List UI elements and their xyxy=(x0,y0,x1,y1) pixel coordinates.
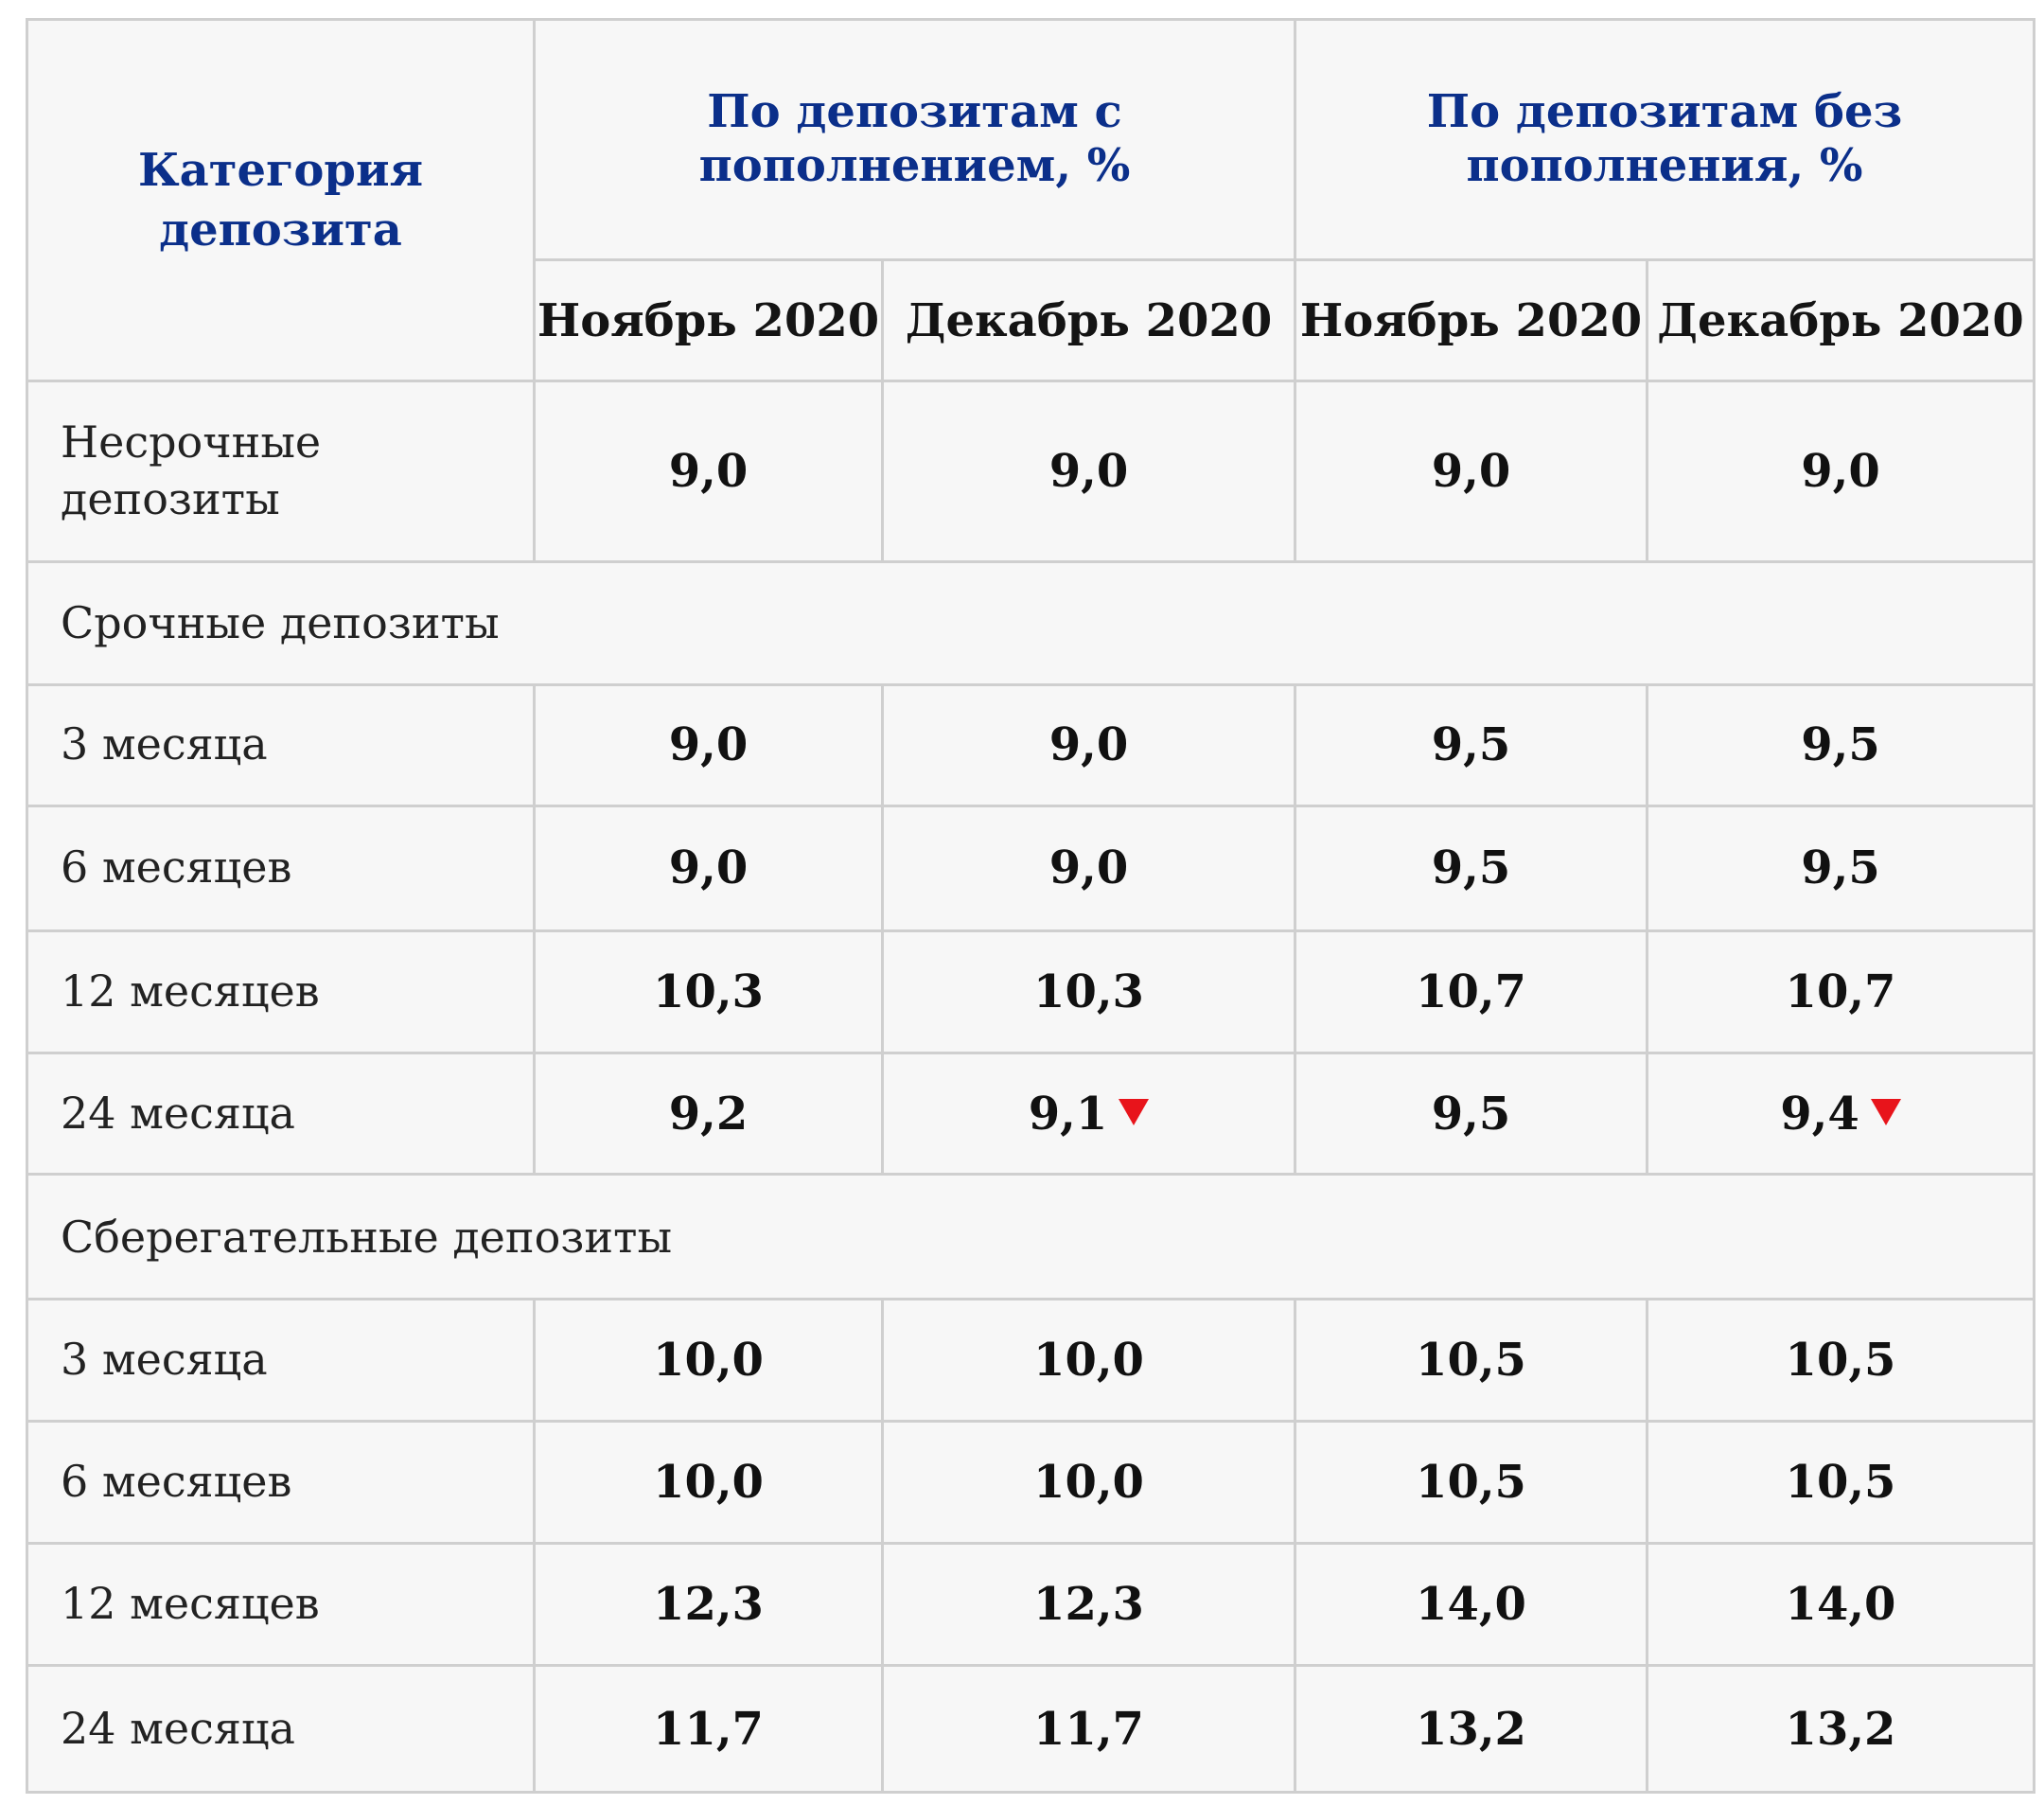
table-row: 12 месяцев 10,3 10,3 10,7 10,7 xyxy=(26,929,2035,1055)
rate-value: 11,7 xyxy=(533,1664,884,1794)
row-label: Несрочные депозиты xyxy=(26,380,536,564)
rate-value: 9,0 xyxy=(1294,380,1648,564)
rate-value: 9,0 xyxy=(881,380,1296,564)
month-header: Декабрь 2020 xyxy=(1646,257,2035,383)
table-row: 3 месяца 10,0 10,0 10,5 10,5 xyxy=(26,1297,2035,1424)
category-header-label: Категория депозита xyxy=(137,144,424,257)
row-label: 24 месяца xyxy=(26,1664,536,1794)
rate-value: 9,0 xyxy=(1646,380,2035,564)
row-label: 12 месяцев xyxy=(26,1541,536,1668)
month-header: Декабрь 2020 xyxy=(881,257,1296,383)
rate-value-text: 9,2 xyxy=(668,1087,749,1141)
section-label-savings: Сберегательные депозиты xyxy=(26,1173,2035,1301)
row-label: 3 месяца xyxy=(26,1297,536,1424)
table-row: 6 месяцев 9,0 9,0 9,5 9,5 xyxy=(26,805,2035,932)
rate-value: 9,5 xyxy=(1294,1051,1648,1177)
category-header: Категория депозита xyxy=(26,17,536,383)
rate-value: 10,5 xyxy=(1646,1420,2035,1545)
table-row: 12 месяцев 12,3 12,3 14,0 14,0 xyxy=(26,1541,2035,1668)
decrease-arrow-icon xyxy=(1119,1098,1150,1125)
table-row: 24 месяца 11,7 11,7 13,2 13,2 xyxy=(26,1664,2035,1794)
rate-value: 9,1 xyxy=(881,1051,1296,1177)
table-row: 3 месяца 9,0 9,0 9,5 9,5 xyxy=(26,682,2035,808)
table-row: Несрочные депозиты 9,0 9,0 9,0 9,0 xyxy=(26,380,2035,564)
rate-value: 9,0 xyxy=(881,805,1296,932)
rate-value: 10,0 xyxy=(881,1297,1296,1424)
rate-value: 13,2 xyxy=(1294,1664,1648,1794)
rate-value: 9,5 xyxy=(1646,805,2035,932)
rate-value: 9,5 xyxy=(1294,805,1648,932)
rate-value: 13,2 xyxy=(1646,1664,2035,1794)
header-row-months: Ноябрь 2020 Декабрь 2020 Ноябрь 2020 Дек… xyxy=(27,257,2035,383)
rate-value: 9,0 xyxy=(881,682,1296,808)
rate-value-text: 9,1 xyxy=(1028,1087,1108,1141)
rate-value: 10,0 xyxy=(533,1297,884,1424)
rate-value: 10,3 xyxy=(881,929,1296,1055)
row-label: 6 месяцев xyxy=(26,805,536,932)
deposit-rates-table: Категория депозита По депозитам с пополн… xyxy=(26,17,2035,1794)
rate-value: 9,2 xyxy=(533,1051,884,1177)
rate-value: 11,7 xyxy=(881,1664,1296,1794)
month-header: Ноябрь 2020 xyxy=(1294,257,1648,383)
with-topup-header-label: По депозитам с пополнением, % xyxy=(698,84,1131,193)
rate-value: 9,0 xyxy=(533,805,884,932)
rate-value-text: 9,4 xyxy=(1780,1087,1859,1141)
section-row: Сберегательные депозиты xyxy=(26,1173,2035,1301)
rate-value: 10,0 xyxy=(533,1420,884,1545)
rate-value: 9,0 xyxy=(533,682,884,808)
table-row: 6 месяцев 10,0 10,0 10,5 10,5 xyxy=(26,1420,2035,1545)
rate-value: 9,0 xyxy=(533,380,884,564)
rate-value: 14,0 xyxy=(1646,1541,2035,1668)
row-label: 6 месяцев xyxy=(26,1420,536,1545)
row-label: 3 месяца xyxy=(26,682,536,808)
decrease-arrow-icon xyxy=(1870,1098,1901,1125)
header-row-groups: Категория депозита По депозитам с пополн… xyxy=(26,17,2035,383)
without-topup-header-label: По депозитам без пополнения, % xyxy=(1426,84,1903,193)
rate-value: 12,3 xyxy=(881,1541,1296,1668)
rate-value: 10,5 xyxy=(1294,1420,1648,1545)
without-topup-header: По депозитам без пополнения, % xyxy=(1294,18,2035,261)
table-row: 24 месяца 9,2 9,1 9,5 9,4 xyxy=(26,1051,2035,1177)
rate-value: 10,5 xyxy=(1646,1297,2035,1424)
rate-value: 10,7 xyxy=(1646,929,2035,1055)
row-label: 12 месяцев xyxy=(26,929,536,1055)
month-header: Ноябрь 2020 xyxy=(533,257,884,383)
rate-value: 9,5 xyxy=(1294,682,1648,808)
section-label-term: Срочные депозиты xyxy=(26,560,2035,686)
rate-value-text: 9,5 xyxy=(1431,1087,1511,1141)
row-label: 24 месяца xyxy=(26,1051,536,1177)
section-row: Срочные депозиты xyxy=(26,560,2035,686)
rate-value: 12,3 xyxy=(533,1541,884,1668)
rate-value: 14,0 xyxy=(1294,1541,1648,1668)
with-topup-header: По депозитам с пополнением, % xyxy=(533,18,1296,261)
rate-value: 10,5 xyxy=(1294,1297,1648,1424)
rate-value: 9,5 xyxy=(1646,682,2035,808)
rate-value: 10,0 xyxy=(881,1420,1296,1545)
rate-value: 10,7 xyxy=(1294,929,1648,1055)
rate-value: 10,3 xyxy=(533,929,884,1055)
rate-value: 9,4 xyxy=(1646,1051,2035,1177)
